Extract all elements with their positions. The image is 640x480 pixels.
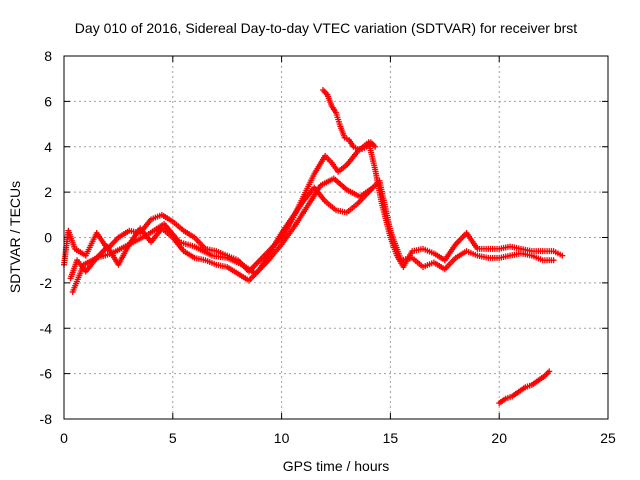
y-tick-label: 2 [44,184,52,200]
data-point [550,257,557,264]
y-axis-label: SDTVAR / TECUs [7,181,23,293]
y-tick-label: -2 [40,275,53,291]
plot-layer [61,87,566,407]
series-track-a [61,139,566,275]
data-point [546,368,553,375]
x-axis-label: GPS time / hours [283,458,390,474]
chart-title: Day 010 of 2016, Sidereal Day-to-day VTE… [75,20,577,36]
series-track-b [67,177,557,284]
x-tick-label: 25 [600,430,616,446]
data-point [372,143,379,150]
x-tick-label: 10 [274,430,290,446]
data-point [369,184,376,191]
x-tick-label: 15 [383,430,399,446]
y-tick-label: 8 [44,48,52,64]
series-late-segment [496,368,553,407]
y-tick-label: -6 [40,366,53,382]
x-tick-label: 20 [491,430,507,446]
y-tick-label: 0 [44,230,52,246]
y-tick-label: 4 [44,139,52,155]
series-peak-segment [319,87,379,153]
data-point [559,252,566,259]
x-tick-label: 0 [60,430,68,446]
y-tick-label: -8 [40,411,53,427]
x-tick-label: 5 [169,430,177,446]
y-tick-label: -4 [40,320,53,336]
series-track-c [69,175,376,295]
y-tick-label: 6 [44,93,52,109]
plot-frame [63,55,609,420]
